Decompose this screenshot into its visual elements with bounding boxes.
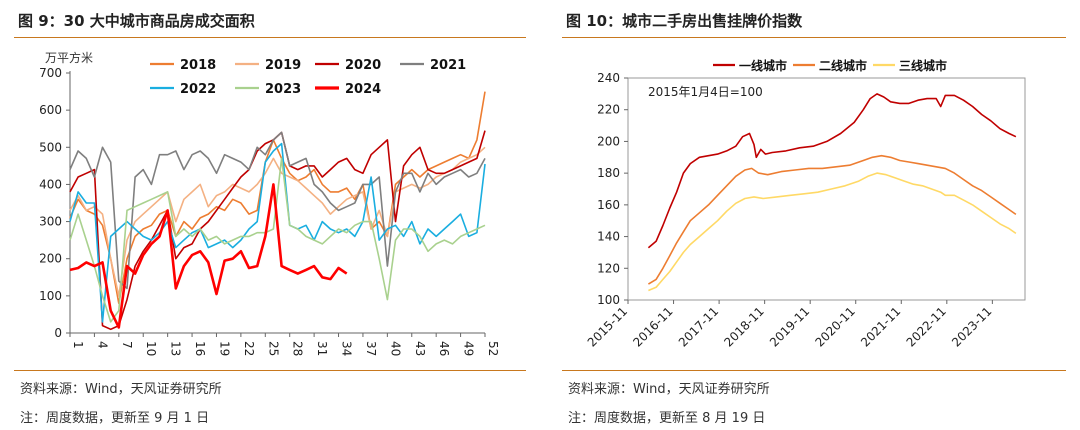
legend-label-2021: 2021 [430, 58, 466, 73]
source-text: 资料来源：Wind，天风证券研究所 [568, 382, 770, 397]
y-tick-label: 120 [597, 261, 620, 275]
x-tick-label: 2022-11 [904, 304, 949, 349]
legend-label-三线城市: 三线城市 [899, 58, 947, 73]
y-tick-label: 100 [597, 293, 620, 307]
legend-label-2024: 2024 [345, 82, 381, 97]
chart-panel-area-sales: 图 9：30 大中城市商品房成交面积 万平方米 0 100 200 300 400 500 6… [14, 12, 526, 426]
x-tick-label: 7 [120, 341, 134, 349]
footer-rule [14, 370, 526, 371]
y-tick-label: 200 [39, 252, 62, 266]
x-tick-label: 37 [364, 341, 378, 356]
legend-label-2018: 2018 [180, 58, 216, 73]
x-tick-label: 46 [437, 341, 451, 356]
y-tick-label: 600 [39, 103, 62, 117]
y-tick-label: 220 [597, 103, 620, 117]
source-text: 资料来源：Wind，天风证券研究所 [20, 382, 222, 397]
y-tick-label: 300 [39, 215, 62, 229]
x-tick-label: 10 [144, 341, 158, 356]
x-tick-label: 2015-11 [585, 304, 630, 349]
x-tick-label: 25 [266, 341, 280, 356]
x-tick-label: 19 [217, 341, 231, 356]
area-sales-line-chart: 万平方米 0 100 200 300 400 500 600 700 1 4 7 10 13 16 19 22 2… [39, 50, 500, 356]
footer-rule [562, 370, 1066, 371]
y-tick-label: 100 [39, 289, 62, 303]
legend-label-2023: 2023 [265, 82, 301, 97]
x-tick-label: 4 [95, 341, 109, 349]
y-tick-label: 500 [39, 140, 62, 154]
x-tick-label: 52 [486, 341, 500, 356]
series-line-2023 [69, 157, 486, 323]
x-tick-label: 16 [193, 341, 207, 356]
note-text: 注：周度数据，更新至 9 月 1 日 [20, 411, 210, 426]
chart-title: 图 9：30 大中城市商品房成交面积 [18, 12, 255, 30]
legend-label-2019: 2019 [265, 58, 301, 73]
series-line-2024 [69, 183, 348, 329]
x-tick-label: 2019-11 [767, 304, 812, 349]
y-tick-label: 0 [54, 326, 62, 340]
series-line-2019 [69, 146, 486, 297]
y-tick-label: 400 [39, 177, 62, 191]
plot-frame [627, 77, 1026, 301]
x-tick-label: 2017-11 [676, 304, 721, 349]
note-text: 注：周度数据，更新至 8 月 19 日 [568, 411, 766, 426]
y-tick-label: 180 [597, 166, 620, 180]
y-tick-label: 240 [597, 71, 620, 85]
chart-title: 图 10：城市二手房出售挂牌价指数 [566, 12, 803, 30]
legend-label-一线城市: 一线城市 [739, 58, 787, 73]
y-tick-label: 160 [597, 198, 620, 212]
legend-label-二线城市: 二线城市 [819, 58, 867, 73]
legend-label-2022: 2022 [180, 82, 216, 97]
x-tick-label: 2018-11 [721, 304, 766, 349]
x-tick-label: 49 [462, 341, 476, 356]
series-line-2021 [69, 131, 486, 290]
x-tick-label: 2016-11 [630, 304, 675, 349]
x-tick-label: 2021-11 [858, 304, 903, 349]
title-rule [14, 37, 526, 38]
y-tick-label: 140 [597, 230, 620, 244]
y-tick-label: 200 [597, 134, 620, 148]
x-tick-label: 31 [315, 341, 329, 356]
x-tick-label: 13 [169, 341, 183, 356]
base-annotation: 2015年1月4日=100 [648, 85, 763, 99]
x-tick-label: 28 [291, 341, 305, 356]
series-line-三线城市 [648, 172, 1017, 292]
y-tick-label: 700 [39, 66, 62, 80]
series-line-二线城市 [647, 154, 1017, 285]
x-tick-label: 2020-11 [812, 304, 857, 349]
x-tick-label: 34 [340, 341, 354, 356]
x-tick-label: 2023-11 [949, 304, 994, 349]
chart-panel-listing-price: 图 10：城市二手房出售挂牌价指数 100 120 140 160 180 200 220 2… [548, 0, 1080, 430]
x-tick-label: 1 [71, 341, 85, 349]
x-tick-label: 22 [242, 341, 256, 356]
unit-label: 万平方米 [45, 50, 93, 65]
series-line-一线城市 [647, 93, 1017, 249]
legend-label-2020: 2020 [345, 58, 381, 73]
title-rule [562, 37, 1066, 38]
x-tick-label: 43 [413, 341, 427, 356]
x-tick-label: 40 [388, 341, 402, 356]
